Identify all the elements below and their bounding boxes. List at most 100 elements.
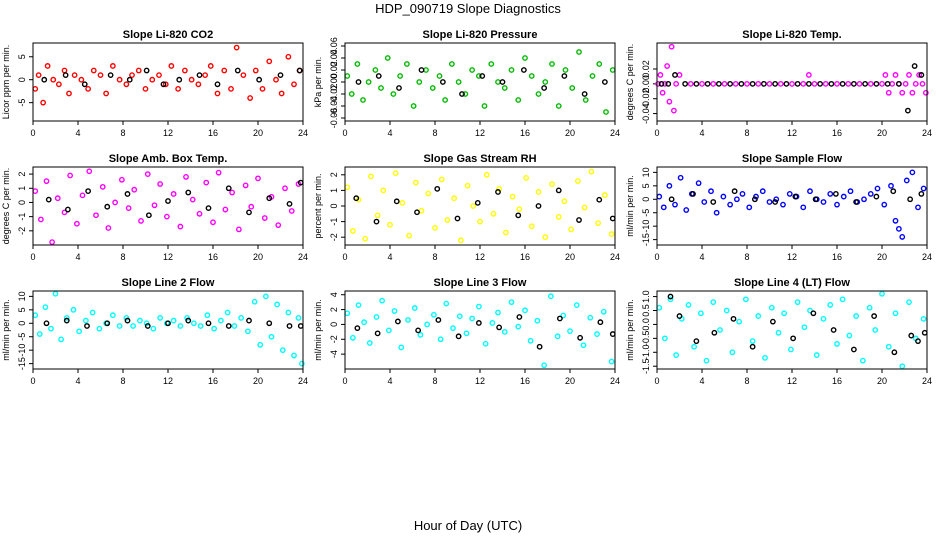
data-point: [295, 314, 302, 321]
data-point: [792, 193, 799, 200]
data-point: [37, 216, 44, 223]
y-tick-label: 5: [641, 183, 651, 188]
data-point: [812, 196, 819, 203]
x-tick-label: 8: [432, 376, 437, 386]
y-axis-title: percent per min.: [313, 173, 323, 238]
data-point: [222, 206, 229, 213]
data-point: [866, 304, 873, 311]
plot-frame: [344, 42, 616, 122]
data-point: [902, 80, 909, 87]
data-point: [118, 176, 125, 183]
x-tick-label: 24: [922, 376, 932, 386]
y-tick-label: -2: [329, 233, 339, 241]
data-point: [469, 67, 476, 73]
data-point: [262, 293, 269, 300]
data-point: [195, 81, 202, 88]
y-axis-title: Licor ppm per min.: [1, 45, 11, 120]
data-point: [380, 187, 387, 194]
data-point: [760, 80, 767, 87]
x-tick-label: 20: [253, 128, 263, 138]
x-tick-label: 20: [253, 252, 263, 262]
data-point: [63, 317, 70, 324]
y-tick-label: -0.04: [329, 96, 339, 117]
data-point: [266, 320, 273, 327]
data-point: [455, 333, 462, 340]
data-point: [790, 335, 797, 342]
data-point: [817, 80, 824, 87]
data-point: [244, 328, 251, 335]
data-point: [567, 328, 573, 335]
data-point: [762, 354, 768, 361]
data-point: [224, 309, 231, 316]
data-point: [79, 192, 86, 199]
y-tick-label: -15: [17, 357, 27, 370]
data-point: [805, 72, 812, 78]
data-point: [126, 76, 133, 83]
data-point: [43, 320, 50, 327]
data-point: [32, 188, 39, 195]
data-point: [277, 72, 284, 79]
data-point: [203, 179, 210, 186]
data-point: [542, 234, 549, 241]
data-point: [138, 217, 144, 224]
data-point: [405, 317, 411, 323]
x-tick-label: 8: [744, 128, 749, 138]
data-point: [384, 55, 391, 61]
y-tick-label: 0: [641, 197, 651, 202]
data-point: [444, 217, 451, 223]
plot-frame: [656, 42, 928, 122]
data-point: [196, 210, 203, 217]
y-tick-label: 0: [17, 321, 27, 326]
y-tick-label: -1: [329, 218, 339, 226]
x-tick-label: 16: [520, 252, 530, 262]
data-point: [362, 235, 369, 242]
data-point: [729, 349, 736, 356]
data-point: [882, 72, 889, 78]
data-point: [581, 91, 588, 97]
data-point: [112, 199, 119, 206]
data-point: [469, 315, 476, 322]
series-2: [354, 314, 616, 350]
data-point: [789, 80, 795, 87]
data-point: [344, 310, 351, 317]
data-point: [845, 80, 852, 87]
data-point: [437, 336, 444, 343]
series-1: [344, 293, 615, 369]
data-point: [85, 188, 92, 195]
data-point: [104, 320, 111, 327]
data-point: [597, 319, 604, 326]
plot-frame: [32, 166, 304, 246]
data-point: [834, 341, 840, 347]
data-point: [415, 327, 422, 334]
data-point: [534, 317, 541, 324]
data-point: [794, 299, 801, 306]
data-point: [455, 79, 462, 85]
panel-4: Slope Amb. Box Temp. degrees C per min. 0 4…: [1, 153, 308, 262]
y-tick-label: -1.5: [641, 358, 651, 374]
y-tick-label: -0.02: [641, 88, 651, 109]
data-point: [710, 80, 717, 87]
data-point: [462, 91, 469, 97]
data-point: [109, 312, 116, 319]
data-point: [348, 91, 355, 97]
data-point: [495, 309, 501, 316]
data-point: [904, 107, 911, 114]
y-tick-label: -0.06: [329, 108, 339, 129]
x-tick-label: 16: [832, 128, 842, 138]
data-point: [406, 232, 413, 239]
data-point: [755, 80, 762, 87]
data-point: [811, 80, 818, 87]
data-point: [63, 314, 70, 321]
data-point: [424, 321, 431, 328]
data-point: [727, 201, 734, 208]
data-point: [787, 346, 794, 353]
data-point: [399, 199, 406, 206]
data-point: [288, 208, 295, 214]
data-point: [373, 218, 380, 225]
series-2: [355, 67, 608, 97]
series-1: [655, 43, 929, 114]
data-point: [344, 184, 351, 191]
data-point: [912, 80, 919, 87]
data-point: [225, 185, 232, 192]
data-point: [670, 107, 677, 114]
